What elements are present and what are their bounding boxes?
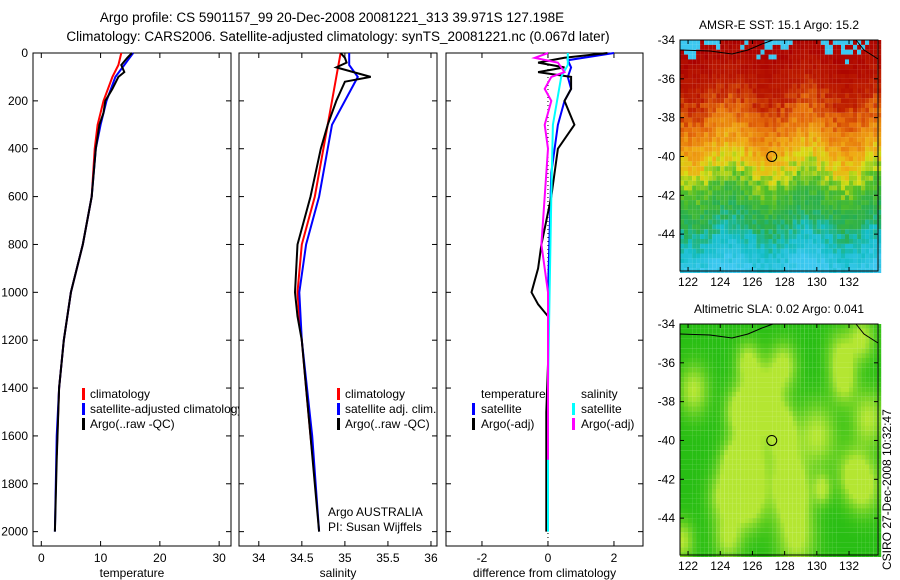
y-tick-label: 400 — [8, 142, 28, 156]
lon-tick-label: 122 — [678, 275, 698, 289]
x-axis-label: temperature — [100, 566, 165, 580]
axes-box — [32, 52, 232, 547]
x-axis-label: salinity — [320, 566, 357, 580]
y-tick-label: 600 — [8, 190, 28, 204]
map-title: AMSR-E SST: 15.1 Argo: 15.2 — [699, 18, 859, 32]
x-tick-label: -2 — [477, 551, 488, 565]
y-tick-label: 1400 — [1, 381, 28, 395]
legend-entry: Argo(..raw -QC) — [90, 417, 175, 431]
lon-tick-label: 130 — [807, 275, 827, 289]
coastline — [679, 39, 774, 55]
legend-entry: Argo(..raw -QC) — [345, 417, 430, 431]
lon-tick-label: 128 — [775, 559, 795, 573]
pi-annotation: PI: Susan Wijffels — [328, 520, 422, 534]
legend-swatch — [82, 388, 85, 400]
legend-swatch — [82, 418, 85, 430]
series-line-salinity-argo-adj- — [531, 52, 567, 460]
lat-tick-label: -34 — [658, 33, 676, 47]
legend-swatch — [337, 388, 340, 400]
profile-panel-1: 0 10 20 30 0 200 400 600 800 1000 1200 1400 1600 1800… — [1, 46, 243, 580]
x-tick-label: 35.5 — [376, 551, 400, 565]
series-line-argo-raw-qc- — [53, 52, 133, 532]
lat-tick-label: -38 — [658, 395, 676, 409]
coastline — [855, 39, 879, 60]
legend-header: salinity — [581, 387, 618, 401]
map-title: Altimetric SLA: 0.02 Argo: 0.041 — [694, 302, 864, 316]
lon-tick-label: 132 — [839, 559, 859, 573]
x-tick-label: 10 — [94, 551, 108, 565]
y-tick-label: 1800 — [1, 477, 28, 491]
legend-header: temperature — [481, 387, 546, 401]
lat-tick-label: -44 — [658, 227, 676, 241]
x-tick-label: 36 — [424, 551, 438, 565]
legend-swatch — [572, 403, 575, 415]
legend-swatch — [472, 403, 475, 415]
lon-tick-label: 132 — [839, 275, 859, 289]
title-line-2: Climatology: CARS2006. Satellite-adjuste… — [66, 29, 609, 44]
x-tick-label: 0 — [38, 551, 45, 565]
lat-tick-label: -42 — [658, 188, 676, 202]
legend-entry: climatology — [345, 387, 405, 401]
lon-tick-label: 124 — [710, 275, 730, 289]
series-line-argo-raw-qc- — [293, 52, 371, 532]
x-tick-label: 35 — [338, 551, 352, 565]
lat-tick-label: -38 — [658, 111, 676, 125]
legend-entry: Argo(-adj) — [581, 417, 634, 431]
x-tick-label: 20 — [153, 551, 167, 565]
sst-map: 122 124 126 128 130 132 -34 -36 -38 -40 -42 -44 AMSR… — [658, 18, 882, 289]
legend-entry: Argo(-adj) — [481, 417, 534, 431]
axes-box — [238, 52, 438, 547]
x-tick-label: 2 — [611, 551, 618, 565]
lat-tick-label: -44 — [658, 511, 676, 525]
legend-swatch — [337, 418, 340, 430]
title-line-1: Argo profile: CS 5901157_99 20-Dec-2008 … — [100, 10, 564, 25]
map-frame — [679, 39, 879, 272]
lon-tick-label: 130 — [807, 559, 827, 573]
x-tick-label: 34.5 — [290, 551, 314, 565]
argo-position-marker — [766, 434, 778, 446]
legend-entry: climatology — [90, 387, 150, 401]
axes-box — [445, 52, 644, 547]
y-tick-label: 1200 — [1, 333, 28, 347]
legend-swatch — [572, 418, 575, 430]
y-tick-label: 2000 — [1, 525, 28, 539]
legend-swatch — [337, 403, 340, 415]
legend-swatch — [472, 418, 475, 430]
y-tick-label: 200 — [8, 94, 28, 108]
legend-swatch — [82, 403, 85, 415]
y-tick-label: 1000 — [1, 285, 28, 299]
lat-tick-label: -40 — [658, 149, 676, 163]
y-tick-label: 1600 — [1, 429, 28, 443]
legend-entry: satellite — [581, 402, 622, 416]
y-tick-label: 0 — [21, 46, 28, 60]
lat-tick-label: -36 — [658, 356, 676, 370]
x-tick-label: 34 — [252, 551, 266, 565]
legend-entry: satellite — [481, 402, 522, 416]
side-timestamp-label: CSIRO 27-Dec-2008 10:32:47 — [880, 409, 894, 570]
profile-panel-2: 34 34.5 35 35.5 36 salinity climatologysatelli… — [238, 52, 438, 580]
map-frame — [679, 323, 879, 556]
pi-annotation: Argo AUSTRALIA — [328, 505, 423, 519]
lat-tick-label: -36 — [658, 72, 676, 86]
argo-position-marker — [766, 150, 778, 162]
sla-map: 122 124 126 128 130 132 -34 -36 -38 -40 -42 -44 Alti… — [658, 302, 882, 573]
lon-tick-label: 124 — [710, 559, 730, 573]
y-tick-label: 800 — [8, 237, 28, 251]
legend-entry: satellite-adjusted climatology — [90, 402, 243, 416]
lon-tick-label: 128 — [775, 275, 795, 289]
coastline — [679, 323, 774, 339]
coastline — [855, 323, 879, 344]
lon-tick-label: 122 — [678, 559, 698, 573]
x-tick-label: 30 — [212, 551, 226, 565]
lat-tick-label: -42 — [658, 472, 676, 486]
lon-tick-label: 126 — [742, 559, 762, 573]
x-axis-label: difference from climatology — [473, 566, 616, 580]
lon-tick-label: 126 — [742, 275, 762, 289]
lat-tick-label: -34 — [658, 317, 676, 331]
lat-tick-label: -40 — [658, 433, 676, 447]
legend-entry: satellite adj. clim. — [345, 402, 436, 416]
x-tick-label: 0 — [545, 551, 552, 565]
